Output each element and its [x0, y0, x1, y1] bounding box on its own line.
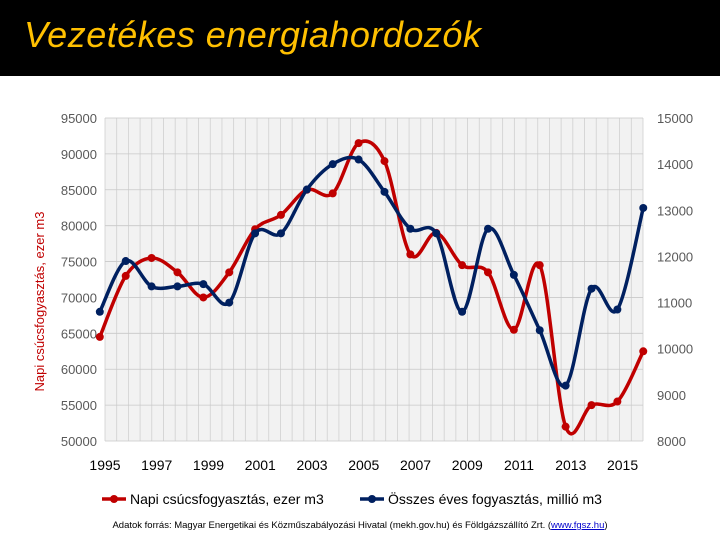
series-point-1 — [199, 293, 208, 302]
series-point-1 — [225, 268, 234, 277]
x-tick-label: 1995 — [89, 457, 120, 473]
series-point-1 — [354, 139, 363, 148]
source-suffix: ) — [604, 520, 608, 531]
series-point-2 — [225, 298, 234, 307]
series-point-1 — [535, 261, 544, 270]
x-tick-label: 2013 — [555, 457, 586, 473]
series-point-1 — [613, 397, 622, 406]
y-tick-label-right: 15000 — [657, 111, 693, 126]
y-tick-label-right: 9000 — [657, 388, 686, 403]
y-tick-label-left: 85000 — [61, 183, 97, 198]
x-tick-label: 2011 — [504, 457, 534, 473]
source-footnote: Adatok forrás: Magyar Energetikai és Köz… — [0, 520, 720, 531]
series-point-2 — [432, 229, 441, 238]
series-point-2 — [458, 307, 467, 316]
series-point-1 — [561, 422, 570, 431]
series-point-2 — [328, 160, 337, 169]
series-point-2 — [173, 282, 182, 291]
y-tick-label-left: 55000 — [61, 398, 97, 413]
y-tick-label-right: 13000 — [657, 203, 693, 218]
series-point-2 — [276, 229, 285, 238]
x-tick-label: 2003 — [296, 457, 327, 473]
source-prefix: Adatok forrás: Magyar Energetikai és Köz… — [112, 520, 552, 531]
series-point-2 — [121, 257, 130, 266]
series-point-2 — [483, 224, 492, 233]
series-point-2 — [302, 185, 311, 194]
series-point-2 — [613, 305, 622, 314]
x-tick-label: 2001 — [245, 457, 276, 473]
series-point-1 — [95, 332, 104, 341]
x-tick-label: 2007 — [400, 457, 431, 473]
series-point-2 — [561, 381, 570, 390]
y-tick-label-right: 14000 — [657, 157, 693, 172]
x-tick-label: 1999 — [193, 457, 224, 473]
series-point-1 — [639, 347, 648, 356]
series-point-1 — [328, 189, 337, 198]
series-point-2 — [535, 326, 544, 335]
series-point-2 — [587, 284, 596, 293]
y-tick-label-left: 90000 — [61, 147, 97, 162]
series-point-1 — [121, 271, 130, 280]
series-point-2 — [199, 280, 208, 289]
slide-title: Vezetékes energiahordozók — [24, 14, 482, 55]
x-tick-label: 1997 — [141, 457, 172, 473]
legend-marker-1 — [110, 495, 118, 503]
series-point-2 — [147, 282, 156, 291]
y-axis-label-left: Napi csúcsfogyasztás, ezer m3 — [32, 212, 47, 392]
series-point-2 — [380, 187, 389, 196]
series-point-1 — [173, 268, 182, 277]
y-tick-label-right: 10000 — [657, 342, 693, 357]
series-point-2 — [509, 270, 518, 279]
source-link[interactable]: www.fgsz.hu — [551, 520, 605, 531]
y-tick-label-right: 12000 — [657, 249, 693, 264]
series-point-2 — [354, 155, 363, 164]
series-point-1 — [276, 210, 285, 219]
x-tick-label: 2005 — [348, 457, 379, 473]
series-point-1 — [587, 401, 596, 410]
y-tick-label-left: 95000 — [61, 111, 97, 126]
series-point-1 — [509, 325, 518, 334]
y-tick-label-left: 50000 — [61, 434, 97, 449]
title-bar: Vezetékes energiahordozók — [0, 0, 720, 76]
y-tick-label-right: 8000 — [657, 434, 686, 449]
x-tick-label: 2015 — [607, 457, 638, 473]
legend-label-1: Napi csúcsfogyasztás, ezer m3 — [130, 491, 324, 507]
series-point-2 — [251, 229, 260, 238]
x-tick-label: 2009 — [452, 457, 483, 473]
series-point-2 — [406, 224, 415, 233]
y-tick-label-left: 70000 — [61, 290, 97, 305]
y-tick-label-left: 75000 — [61, 255, 97, 270]
legend-marker-2 — [368, 495, 376, 503]
series-point-1 — [380, 157, 389, 166]
series-point-1 — [458, 261, 467, 270]
series-point-1 — [406, 250, 415, 259]
y-tick-label-right: 11000 — [657, 296, 692, 311]
series-point-2 — [639, 203, 648, 212]
y-tick-label-left: 60000 — [61, 362, 97, 377]
series-point-1 — [147, 253, 156, 262]
series-point-1 — [483, 268, 492, 277]
legend-label-2: Összes éves fogyasztás, millió m3 — [388, 490, 602, 507]
line-chart: 50000 55000 60000 65000 70000 75000 80000 85000… — [32, 111, 693, 507]
y-tick-label-left: 65000 — [61, 326, 97, 341]
series-point-2 — [95, 307, 104, 316]
y-tick-label-left: 80000 — [61, 219, 97, 234]
